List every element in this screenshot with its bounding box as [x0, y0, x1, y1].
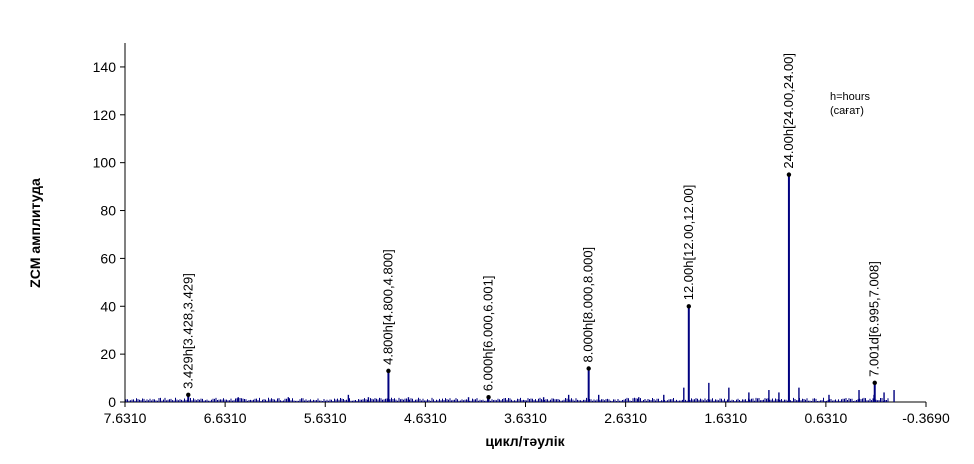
peak-label: 8.000h[8.000,8.000] — [581, 247, 596, 363]
y-tick-label: 0 — [108, 394, 116, 410]
y-tick-label: 120 — [93, 107, 117, 123]
peak-label: 7.001d[6.995,7.008] — [867, 261, 882, 377]
peak-marker — [686, 304, 692, 309]
note-line-1: h=hours — [830, 91, 871, 103]
x-ticks: 7.6310 6.6310 5.6310 4.6310 3.6310 2.6310 1.63… — [104, 402, 950, 426]
x-tick-label: 7.6310 — [104, 410, 147, 426]
note-line-2: (сағат) — [830, 105, 864, 117]
x-tick-label: 3.6310 — [504, 410, 547, 426]
x-tick-label: 6.6310 — [204, 410, 247, 426]
peak-marker — [386, 368, 391, 374]
y-tick-label: 140 — [93, 59, 117, 75]
x-tick-label: 5.6310 — [304, 410, 347, 426]
y-ticks: 0 20 40 60 80 100 120 140 — [93, 59, 125, 410]
peak-marker — [586, 366, 591, 371]
x-tick-label: 1.6310 — [704, 410, 747, 426]
x-tick-label: 0.6310 — [804, 410, 847, 426]
y-tick-label: 20 — [100, 346, 116, 362]
x-tick-label: 4.6310 — [404, 410, 447, 426]
y-tick-label: 100 — [93, 155, 117, 171]
peak-marker — [872, 380, 877, 386]
peak-marker — [486, 395, 491, 400]
x-tick-label: 2.6310 — [604, 410, 647, 426]
y-tick-label: 80 — [100, 203, 116, 219]
peak-label: 3.429h[3.428,3.429] — [180, 273, 195, 389]
peak-marker — [786, 172, 792, 177]
noise-floor — [125, 397, 889, 402]
series-noise — [125, 382, 895, 402]
y-axis-title: ZCM амплитуда — [27, 178, 43, 288]
peak-label: 24.00h[24.00,24.00] — [781, 53, 796, 169]
y-tick-label: 60 — [100, 250, 116, 266]
peak-label: 4.800h[4.800,4.800] — [380, 249, 395, 365]
hours-note: h=hours (сағат) — [830, 91, 871, 117]
x-axis-title: цикл/тәулік — [485, 433, 565, 449]
peak-label: 12.00h[12.00,12.00] — [681, 185, 696, 301]
peak-marker — [186, 392, 191, 398]
x-tick-label: -0.3690 — [902, 410, 950, 426]
peak-label: 6.000h[6.000,6.001] — [481, 276, 496, 392]
annotated-peaks: 3.429h[3.428,3.429] 4.800h[4.800,4.800] 6.… — [180, 53, 882, 402]
y-tick-label: 40 — [100, 298, 116, 314]
